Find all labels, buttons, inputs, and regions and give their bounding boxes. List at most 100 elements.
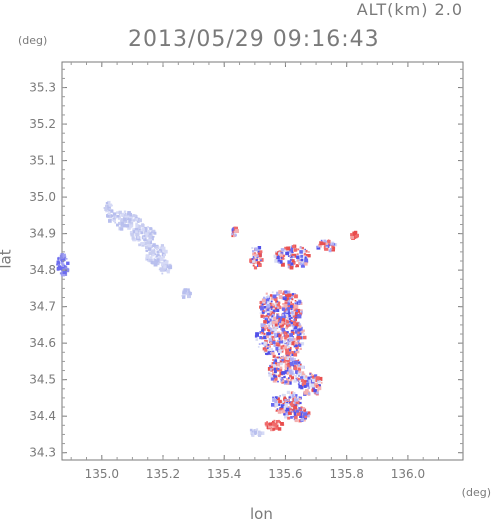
echo-cell [272, 354, 276, 358]
echo-cell [293, 366, 298, 371]
echo-cell [290, 338, 294, 341]
echo-cell [270, 300, 273, 303]
echo-cell [260, 308, 263, 311]
echo-cell [298, 384, 302, 389]
echo-cell [154, 258, 158, 263]
echo-cell [289, 394, 292, 398]
echo-cell [120, 227, 124, 231]
echo-cell [300, 342, 305, 346]
echo-cell [182, 295, 186, 299]
echo-cell [289, 265, 294, 270]
echo-cell [292, 325, 295, 328]
echo-cell [271, 350, 275, 354]
echo-cell [286, 371, 289, 375]
echo-cell [293, 352, 298, 357]
echo-cell [278, 337, 281, 340]
echo-cell [128, 218, 132, 222]
echo-cell [297, 371, 302, 376]
echo-cell [140, 231, 144, 235]
echo-cell [328, 249, 332, 253]
echo-cell [106, 214, 110, 218]
echo-cell [315, 384, 319, 389]
echo-cell [317, 386, 322, 391]
echo-cell [283, 394, 286, 397]
echo-cell [274, 400, 278, 405]
echo-cell [284, 348, 288, 351]
echo-cell [284, 334, 289, 338]
echo-cell [283, 359, 286, 363]
echo-cell [290, 410, 292, 412]
echo-cell [265, 292, 268, 295]
echo-cell [288, 366, 292, 370]
echo-cell [121, 212, 125, 217]
x-axis-ticks: 135.0 135.2 135.4 135.6 135.8 136.0 [70, 62, 440, 481]
echo-cell [271, 291, 274, 294]
echo-cell [60, 272, 65, 277]
echo-cell [150, 233, 153, 237]
echo-cell [286, 307, 290, 311]
echo-cell [263, 315, 267, 319]
echo-cell [264, 310, 267, 313]
echo-cell [297, 314, 302, 319]
echo-cell [250, 431, 255, 435]
echo-cell [297, 339, 300, 342]
echo-cell [333, 243, 338, 247]
echo-cell [122, 223, 126, 228]
echo-cell [315, 376, 320, 381]
echo-cell [296, 257, 300, 262]
echo-cell [270, 306, 273, 309]
echo-cell [155, 255, 159, 258]
echo-cell [277, 380, 279, 383]
echo-cell [292, 315, 296, 318]
echo-cell [268, 346, 270, 349]
echo-cell [108, 212, 111, 215]
echo-cell [291, 394, 295, 398]
echo-cell [254, 430, 258, 434]
echo-cell [289, 361, 294, 366]
echo-cell [284, 249, 287, 252]
echo-cell [303, 384, 307, 388]
echo-cell [284, 409, 287, 411]
echo-cell [252, 250, 255, 253]
echo-cell [150, 252, 155, 257]
echo-cell [284, 365, 288, 368]
echo-cell [350, 233, 353, 236]
echo-cell [272, 340, 276, 344]
echo-cell [131, 236, 135, 240]
echo-cell [267, 351, 272, 355]
echo-cell [259, 301, 263, 304]
echo-cell [312, 377, 315, 380]
echo-cell [304, 262, 308, 266]
echo-cell [307, 254, 311, 258]
y-tick-label: 34.9 [29, 227, 56, 241]
echo-cell [269, 311, 272, 313]
echo-cell [284, 246, 288, 250]
echo-cell [294, 341, 298, 346]
echo-cell [137, 236, 140, 239]
echo-cell [280, 404, 285, 408]
echo-cell [274, 377, 278, 381]
echo-cell [305, 375, 308, 378]
echo-cell [284, 336, 287, 340]
echo-cell [273, 419, 276, 422]
echo-cell [298, 262, 302, 266]
echo-cell [270, 365, 273, 369]
echo-cell [276, 397, 280, 401]
echo-cell [284, 380, 288, 384]
echo-cell [294, 312, 298, 315]
echo-cell [257, 250, 260, 253]
echo-cell [124, 213, 127, 215]
y-tick-label: 34.8 [29, 263, 56, 277]
echo-cell [278, 349, 282, 354]
echo-cell [269, 342, 272, 344]
echo-cell [148, 252, 152, 255]
echo-cell [251, 247, 254, 249]
echo-cell [316, 245, 321, 250]
echo-cell [275, 300, 278, 303]
echo-cell [279, 395, 281, 397]
echo-cell [310, 373, 314, 377]
echo-cell [275, 420, 279, 423]
echo-cell [276, 408, 279, 410]
echo-cell [257, 430, 261, 434]
echo-cell [127, 215, 130, 218]
